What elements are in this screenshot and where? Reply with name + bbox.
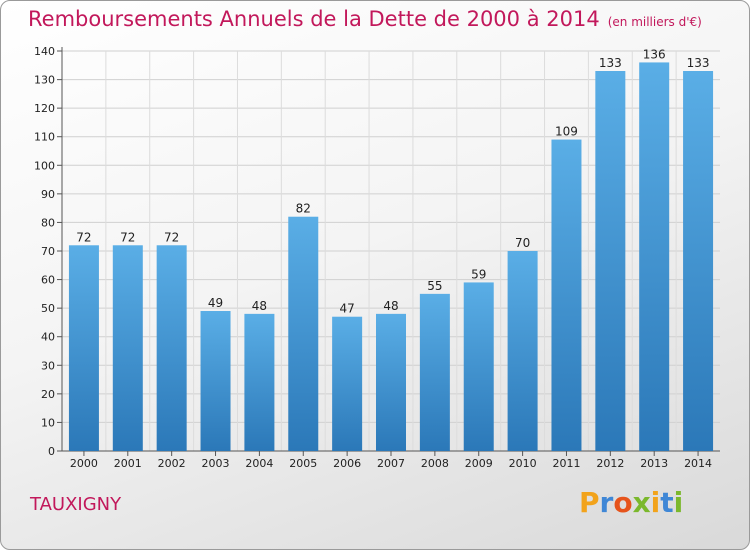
labels: 0 10 20 30 40 50 60 70 80 90 100 110 120 130 140 72 2000… bbox=[34, 45, 712, 470]
logo-letter: o bbox=[613, 486, 633, 519]
x-tick-label: 2005 bbox=[289, 457, 317, 470]
logo-letter: x bbox=[632, 486, 651, 519]
x-tick-label: 2004 bbox=[245, 457, 273, 470]
y-tick-label: 90 bbox=[41, 188, 55, 201]
x-tick-label: 2011 bbox=[552, 457, 580, 470]
data-label: 109 bbox=[555, 125, 578, 139]
data-label: 48 bbox=[252, 299, 267, 313]
y-tick-label: 120 bbox=[34, 102, 55, 115]
x-tick-label: 2001 bbox=[114, 457, 142, 470]
y-tick-label: 140 bbox=[34, 45, 55, 58]
bars bbox=[68, 62, 714, 452]
bar bbox=[419, 293, 450, 451]
x-tick-label: 2010 bbox=[509, 457, 537, 470]
bar bbox=[683, 71, 714, 451]
y-tick-label: 0 bbox=[48, 445, 55, 458]
y-tick-label: 80 bbox=[41, 216, 55, 229]
y-tick-label: 110 bbox=[34, 131, 55, 144]
x-tick-label: 2014 bbox=[684, 457, 712, 470]
y-tick-label: 50 bbox=[41, 302, 55, 315]
y-tick-label: 20 bbox=[41, 388, 55, 401]
data-label: 133 bbox=[687, 56, 710, 70]
data-label: 49 bbox=[208, 296, 223, 310]
data-label: 72 bbox=[164, 230, 179, 244]
bar bbox=[551, 139, 582, 452]
x-tick-label: 2007 bbox=[377, 457, 405, 470]
x-tick-label: 2003 bbox=[202, 457, 230, 470]
data-label: 59 bbox=[471, 267, 486, 281]
bar bbox=[639, 62, 670, 452]
x-tick-label: 2008 bbox=[421, 457, 449, 470]
y-tick-label: 10 bbox=[41, 416, 55, 429]
bar bbox=[376, 313, 406, 451]
bar bbox=[156, 245, 187, 451]
bar bbox=[200, 311, 231, 451]
y-tick-label: 130 bbox=[34, 74, 55, 87]
x-tick-label: 2000 bbox=[70, 457, 98, 470]
x-tick-label: 2012 bbox=[596, 457, 624, 470]
data-label: 136 bbox=[643, 47, 666, 61]
bar bbox=[112, 245, 143, 451]
bar bbox=[463, 282, 494, 451]
data-label: 47 bbox=[339, 302, 354, 316]
data-label: 70 bbox=[515, 236, 530, 250]
data-label: 133 bbox=[599, 56, 622, 70]
logo-letter: i bbox=[650, 486, 661, 519]
logo-letter: P bbox=[579, 486, 600, 519]
bar bbox=[507, 251, 538, 451]
logo-letter: i bbox=[673, 486, 684, 519]
data-label: 48 bbox=[383, 299, 398, 313]
x-tick-label: 2013 bbox=[640, 457, 668, 470]
y-tick-label: 40 bbox=[41, 331, 55, 344]
y-tick-label: 30 bbox=[41, 359, 55, 372]
bar bbox=[68, 245, 99, 451]
data-label: 72 bbox=[76, 230, 91, 244]
x-tick-label: 2002 bbox=[158, 457, 186, 470]
place-name: TAUXIGNY bbox=[30, 494, 122, 515]
x-tick-label: 2009 bbox=[465, 457, 493, 470]
proxiti-logo: Proxiti bbox=[579, 486, 683, 519]
bar bbox=[244, 313, 275, 451]
chart-title: Remboursements Annuels de la Dette de 20… bbox=[28, 7, 702, 31]
logo-letter: t bbox=[660, 486, 674, 519]
x-tick-label: 2006 bbox=[333, 457, 361, 470]
chart-subtitle: (en milliers d'€) bbox=[607, 15, 702, 29]
data-label: 72 bbox=[120, 230, 135, 244]
y-tick-label: 60 bbox=[41, 274, 55, 287]
bar bbox=[288, 216, 319, 451]
data-label: 55 bbox=[427, 279, 442, 293]
bar bbox=[332, 316, 363, 451]
logo-letter: r bbox=[599, 486, 614, 519]
data-label: 82 bbox=[296, 202, 311, 216]
title-text: Remboursements Annuels de la Dette de 20… bbox=[28, 7, 600, 31]
y-tick-label: 100 bbox=[34, 159, 55, 172]
bar bbox=[595, 71, 626, 451]
y-tick-label: 70 bbox=[41, 245, 55, 258]
